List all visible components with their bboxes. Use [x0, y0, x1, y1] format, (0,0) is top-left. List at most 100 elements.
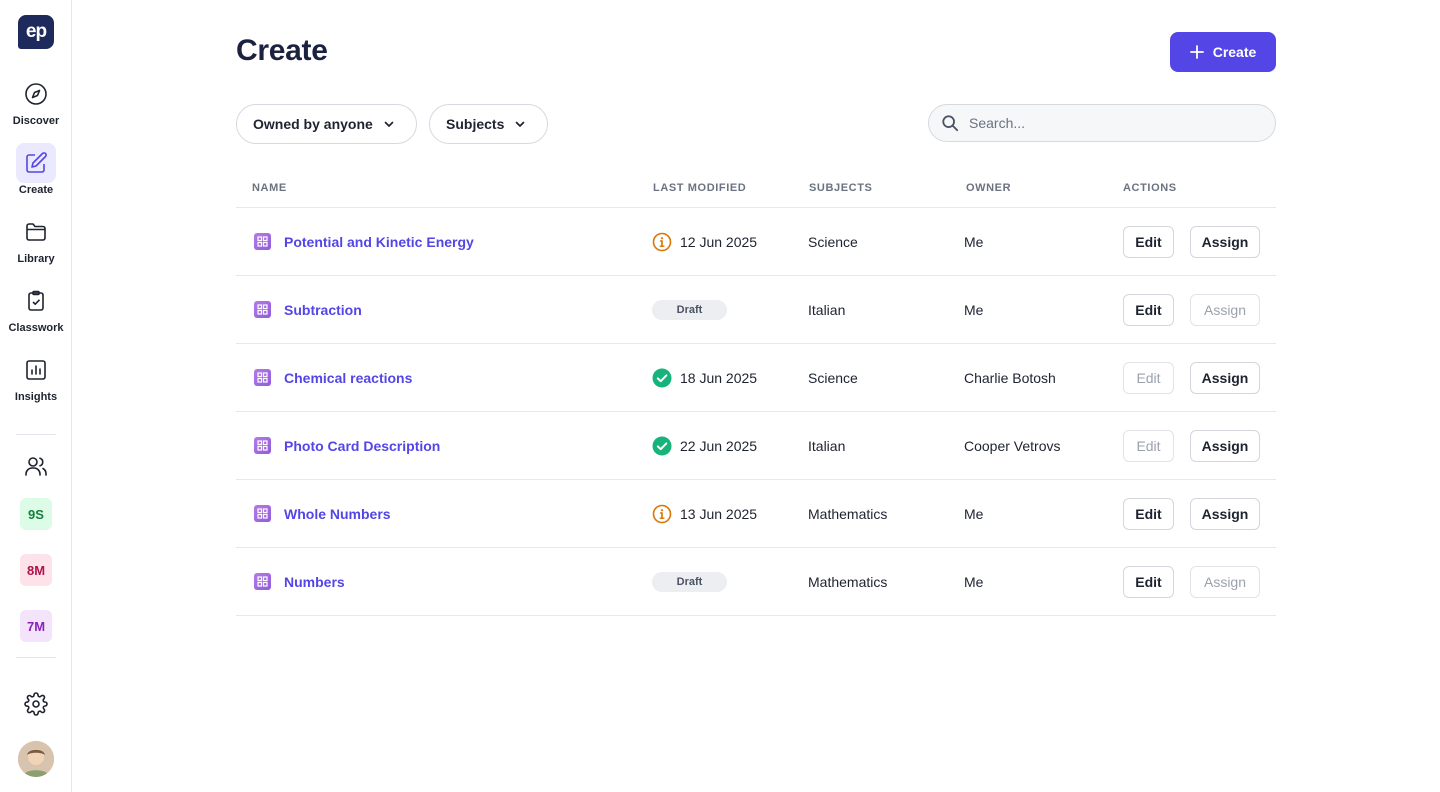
last-modified-cell: 18 Jun 2025 [652, 344, 757, 411]
folder-icon [16, 212, 56, 252]
subject-cell: Mathematics [808, 505, 888, 522]
nav-classwork[interactable]: Classwork [0, 281, 72, 334]
clipboard-check-icon [16, 281, 56, 321]
last-modified-date: 18 Jun 2025 [680, 369, 758, 386]
nav-library-label: Library [17, 253, 55, 265]
users-icon [16, 446, 56, 486]
check-circle-icon [652, 436, 672, 456]
assign-button[interactable]: Assign [1190, 498, 1260, 530]
sidebar-divider [16, 434, 56, 435]
nav-library[interactable]: Library [0, 212, 72, 265]
last-modified-cell: 13 Jun 2025 [652, 480, 757, 547]
plus-icon [1189, 45, 1204, 59]
create-button[interactable]: Create [1170, 32, 1276, 72]
edit-button[interactable]: Edit [1123, 294, 1174, 326]
chevron-down-icon [516, 121, 525, 127]
last-modified-cell: Draft [652, 548, 727, 615]
last-modified-cell: 12 Jun 2025 [652, 208, 757, 275]
column-header-owner: OWNER [966, 182, 1012, 194]
table-row: Potential and Kinetic Energy 12 Jun 2025 S… [236, 208, 1276, 276]
edit-button[interactable]: Edit [1123, 498, 1174, 530]
name-cell: Potential and Kinetic Energy [254, 208, 474, 275]
owner-cell: Me [964, 505, 984, 522]
subjects-filter-dropdown[interactable]: Subjects [429, 104, 548, 144]
table-header-divider [236, 207, 1276, 208]
chevron-down-icon [384, 121, 394, 127]
table-row: Photo Card Description 22 Jun 2025 Italian… [236, 412, 1276, 480]
nav-settings[interactable] [0, 684, 72, 724]
compass-icon [16, 74, 56, 114]
info-circle-icon [652, 232, 672, 252]
info-circle-icon [652, 504, 672, 524]
assign-button[interactable]: Assign [1190, 362, 1260, 394]
settings-icon [16, 684, 56, 724]
nav-create[interactable]: Create [0, 143, 72, 196]
assign-button[interactable]: Assign [1190, 566, 1260, 598]
last-modified-date: 13 Jun 2025 [680, 505, 758, 522]
page-title: Create [236, 34, 328, 67]
lesson-icon [254, 301, 271, 318]
table-row: Numbers Draft Mathematics Me Edit Assign [236, 548, 1276, 616]
edit-icon [16, 143, 56, 183]
subject-cell: Science [808, 233, 858, 250]
subject-cell: Italian [808, 301, 846, 318]
search-box[interactable] [928, 104, 1276, 142]
owner-filter-dropdown[interactable]: Owned by anyone [236, 104, 417, 144]
subject-cell: Italian [808, 437, 846, 454]
class-7m[interactable]: 7M [20, 610, 52, 642]
name-cell: Numbers [254, 548, 345, 615]
edit-button[interactable]: Edit [1123, 566, 1174, 598]
nav-insights-label: Insights [14, 391, 58, 403]
name-cell: Photo Card Description [254, 412, 440, 479]
assign-button[interactable]: Assign [1190, 430, 1260, 462]
nav-insights[interactable]: Insights [0, 350, 72, 403]
item-name-link[interactable]: Whole Numbers [284, 505, 391, 522]
column-header-last-modified: LAST MODIFIED [653, 182, 747, 194]
assign-button[interactable]: Assign [1190, 294, 1260, 326]
item-name-link[interactable]: Photo Card Description [284, 437, 441, 454]
table-row: Whole Numbers 13 Jun 2025 Mathematics Me Edi… [236, 480, 1276, 548]
owner-cell: Me [964, 233, 984, 250]
class-9s[interactable]: 9S [20, 498, 52, 530]
name-cell: Chemical reactions [254, 344, 412, 411]
subject-cell: Science [808, 369, 858, 386]
nav-classwork-label: Classwork [8, 322, 64, 334]
create-button-label: Create [1212, 44, 1257, 60]
owner-cell: Cooper Vetrovs [964, 437, 1061, 454]
subjects-filter-label: Subjects [446, 116, 505, 132]
lesson-icon [254, 505, 271, 522]
last-modified-cell: 22 Jun 2025 [652, 412, 757, 479]
draft-badge: Draft [652, 299, 727, 320]
check-circle-icon [652, 368, 672, 388]
column-header-subjects: SUBJECTS [809, 182, 873, 194]
edit-button[interactable]: Edit [1123, 430, 1174, 462]
owner-cell: Me [964, 573, 984, 590]
item-name-link[interactable]: Potential and Kinetic Energy [284, 233, 474, 250]
edit-button[interactable]: Edit [1123, 362, 1174, 394]
name-cell: Subtraction [254, 276, 362, 343]
app-logo[interactable]: ep [18, 15, 54, 49]
owner-filter-label: Owned by anyone [253, 116, 373, 132]
nav-people[interactable] [0, 446, 72, 486]
item-name-link[interactable]: Subtraction [284, 301, 362, 318]
item-name-link[interactable]: Chemical reactions [284, 369, 413, 386]
column-header-actions: ACTIONS [1123, 182, 1177, 194]
edit-button[interactable]: Edit [1123, 226, 1174, 258]
lesson-icon [254, 369, 271, 386]
item-name-link[interactable]: Numbers [284, 573, 345, 590]
lesson-icon [254, 233, 271, 250]
nav-discover[interactable]: Discover [0, 74, 72, 127]
owner-cell: Me [964, 301, 984, 318]
class-8m[interactable]: 8M [20, 554, 52, 586]
user-avatar[interactable] [18, 741, 54, 777]
sidebar-divider [16, 657, 56, 658]
owner-cell: Charlie Botosh [964, 369, 1056, 386]
lesson-icon [254, 437, 271, 454]
lesson-icon [254, 573, 271, 590]
search-input[interactable] [969, 115, 1259, 131]
last-modified-cell: Draft [652, 276, 727, 343]
assign-button[interactable]: Assign [1190, 226, 1260, 258]
bar-chart-icon [16, 350, 56, 390]
subject-cell: Mathematics [808, 573, 888, 590]
nav-create-label: Create [18, 184, 54, 196]
